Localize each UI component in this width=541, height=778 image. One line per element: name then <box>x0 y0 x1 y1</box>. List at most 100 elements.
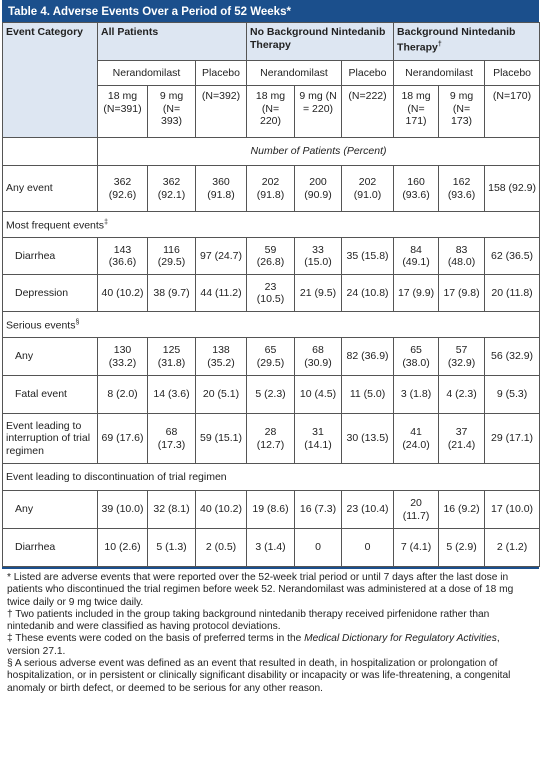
table-cell: 4 (2.3) <box>438 375 486 414</box>
table-cell: 20 (11.8) <box>484 274 541 312</box>
table-cell: 7 (4.1) <box>393 528 440 567</box>
header-row-drugs: Nerandomilast Placebo Nerandomilast Plac… <box>3 60 541 86</box>
table-cell: 30 (13.5) <box>341 413 395 464</box>
header-background-mark: † <box>437 40 442 48</box>
table-cell: 2 (0.5) <box>194 528 248 567</box>
table-cell: 160 (93.6) <box>393 165 440 212</box>
table-cell: 35 (15.8) <box>341 237 395 275</box>
row-label-fatal-event: Fatal event <box>2 375 98 414</box>
row-label-discontinuation-diarrhea: Diarrhea <box>2 528 98 567</box>
table-cell: 62 (36.5) <box>484 237 541 275</box>
header-nerandomilast-nobg: Nerandomilast <box>246 60 343 86</box>
units-blank <box>2 137 98 166</box>
header-placebo-bg: Placebo <box>484 60 541 86</box>
header-no-background: No Background Nintedanib Therapy <box>246 22 395 61</box>
table-row: Diarrhea 10 (2.6) 5 (1.3) 2 (0.5) 3 (1.4… <box>2 528 541 567</box>
table-cell: 5 (2.9) <box>438 528 486 567</box>
table-row: Any event 362 (92.6) 362 (92.1) 360 (91.… <box>2 165 541 212</box>
table-row: Any 39 (10.0) 32 (8.1) 40 (10.2) 19 (8.6… <box>2 490 541 529</box>
row-label-diarrhea: Diarrhea <box>2 237 98 275</box>
table-cell: 59 (15.1) <box>194 413 248 464</box>
table-cell: 16 (7.3) <box>294 490 343 529</box>
table-cell: 20 (5.1) <box>194 375 248 414</box>
footnote-section: § A serious adverse event was defined as… <box>7 658 511 694</box>
table-cell: 2 (1.2) <box>484 528 541 567</box>
header-placebo-all: Placebo <box>194 60 248 86</box>
dose-group: 18 mg (N= 220) <box>246 85 296 138</box>
section-frequent-mark: ‡ <box>104 219 108 226</box>
adverse-events-table-container: Table 4. Adverse Events Over a Period of… <box>1 0 541 695</box>
row-label-interruption: Event leading to interruption of trial r… <box>2 413 98 464</box>
table-cell: 362 (92.1) <box>147 165 196 212</box>
table-cell: 41 (24.0) <box>393 413 440 464</box>
section-row-serious: Serious events§ <box>1 311 541 338</box>
table-row: Depression 40 (10.2) 38 (9.7) 44 (11.2) … <box>2 274 541 312</box>
footnote-star: * Listed are adverse events that were re… <box>7 572 514 608</box>
footnote-ddagger-post: , version 27.1. <box>7 633 500 657</box>
adverse-events-table: Event Category All Patients No Backgroun… <box>1 22 541 567</box>
table-cell: 83 (48.0) <box>438 237 486 275</box>
table-cell: 97 (24.7) <box>194 237 248 275</box>
table-cell: 31 (14.1) <box>294 413 343 464</box>
dose-group: 9 mg (N = 220) <box>294 85 343 138</box>
table-cell: 33 (15.0) <box>294 237 343 275</box>
dose-group: 18 mg (N=391) <box>97 85 148 138</box>
table-cell: 82 (36.9) <box>341 337 395 376</box>
dose-group: 9 mg (N= 173) <box>438 85 486 138</box>
table-cell: 56 (32.9) <box>484 337 541 376</box>
table-cell: 5 (2.3) <box>246 375 296 414</box>
table-cell: 28 (12.7) <box>246 413 296 464</box>
footnote-ddagger-em: Medical Dictionary for Regulatory Activi… <box>304 633 497 645</box>
section-row-frequent: Most frequent events‡ <box>1 211 541 238</box>
section-serious-mark: § <box>75 319 80 326</box>
row-label-serious-any: Any <box>2 337 98 376</box>
header-row-doses: 18 mg (N=391) 9 mg (N= 393) (N=392) 18 m… <box>3 85 541 138</box>
table-cell: 40 (10.2) <box>194 490 248 529</box>
table-row: Diarrhea 143 (36.6) 116 (29.5) 97 (24.7)… <box>2 237 541 275</box>
table-cell: 39 (10.0) <box>97 490 148 529</box>
table-cell: 11 (5.0) <box>341 375 395 414</box>
footnote-dagger: † Two patients included in the group tak… <box>7 608 490 633</box>
table-cell: 38 (9.7) <box>147 274 196 312</box>
table-cell: 10 (4.5) <box>294 375 343 414</box>
table-cell: 362 (92.6) <box>97 165 148 212</box>
header-event-category: Event Category <box>2 22 98 138</box>
section-label-serious: Serious events§ <box>1 311 541 338</box>
header-nerandomilast-bg: Nerandomilast <box>393 60 486 86</box>
row-label-depression: Depression <box>2 274 98 312</box>
table-cell: 84 (49.1) <box>393 237 440 275</box>
table-cell: 360 (91.8) <box>194 165 248 212</box>
row-label-any-event: Any event <box>2 165 98 212</box>
header-background: Background Nintedanib Therapy† <box>393 22 541 61</box>
dose-group: (N=392) <box>194 85 248 138</box>
table-cell: 65 (38.0) <box>393 337 440 376</box>
table-cell: 9 (5.3) <box>484 375 541 414</box>
table-cell: 200 (90.9) <box>294 165 343 212</box>
table-cell: 10 (2.6) <box>97 528 148 567</box>
dose-group: 18 mg (N= 171) <box>393 85 440 138</box>
table-cell: 59 (26.8) <box>246 237 296 275</box>
table-cell: 0 <box>294 528 343 567</box>
number-of-patients-label: Number of Patients (Percent) <box>96 137 541 166</box>
section-serious-text: Serious events <box>6 319 76 332</box>
section-frequent-text: Most frequent events <box>6 219 105 232</box>
table-cell: 3 (1.8) <box>393 375 440 414</box>
header-nerandomilast-all: Nerandomilast <box>97 60 196 86</box>
header-row-groups: Event Category All Patients No Backgroun… <box>2 22 541 138</box>
table-cell: 68 (30.9) <box>294 337 343 376</box>
table-title: Table 4. Adverse Events Over a Period of… <box>2 0 539 22</box>
table-cell: 65 (29.5) <box>246 337 296 376</box>
table-cell: 17 (9.8) <box>438 274 486 312</box>
table-cell: 23 (10.5) <box>246 274 296 312</box>
table-cell: 40 (10.2) <box>97 274 148 312</box>
table-cell: 21 (9.5) <box>294 274 343 312</box>
table-cell: 14 (3.6) <box>147 375 196 414</box>
table-row: Event leading to interruption of trial r… <box>2 413 541 464</box>
dose-group: (N=222) <box>341 85 395 138</box>
footnote-double-dagger: ‡ These events were coded on the basis o… <box>7 633 535 658</box>
table-cell: 143 (36.6) <box>97 237 148 275</box>
table-cell: 158 (92.9) <box>484 165 541 212</box>
table-cell: 57 (32.9) <box>438 337 486 376</box>
table-cell: 130 (33.2) <box>97 337 148 376</box>
table-cell: 5 (1.3) <box>147 528 196 567</box>
